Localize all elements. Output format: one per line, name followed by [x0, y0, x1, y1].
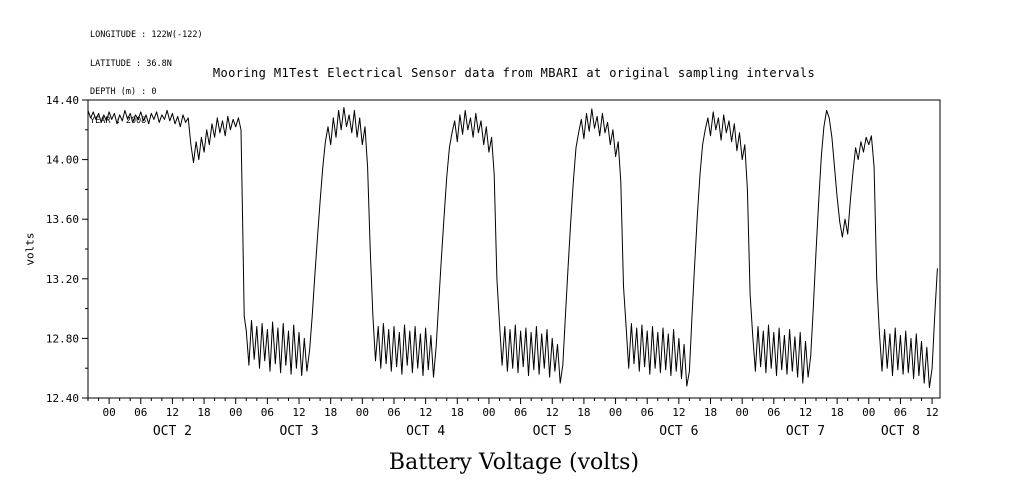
x-tick-label: 06 — [514, 406, 527, 419]
x-tick-label: 12 — [166, 406, 179, 419]
x-tick-label: 06 — [894, 406, 907, 419]
y-tick-label: 14.00 — [46, 154, 79, 167]
x-day-label: OCT 8 — [881, 424, 920, 439]
x-axis-title: Battery Voltage (volts) — [388, 450, 640, 475]
voltage-series-line — [87, 107, 938, 389]
metadata-depth: DEPTH (m) : 0 — [90, 87, 157, 97]
chart-title: Mooring M1Test Electrical Sensor data fr… — [212, 66, 816, 80]
x-tick-label: 06 — [387, 406, 400, 419]
x-tick-label: 18 — [197, 406, 210, 419]
x-day-label: OCT 2 — [153, 424, 192, 439]
x-tick-label: 00 — [482, 406, 495, 419]
y-tick-label: 14.40 — [46, 94, 79, 107]
x-tick-label: 00 — [609, 406, 622, 419]
x-tick-label: 06 — [261, 406, 274, 419]
x-tick-label: 18 — [324, 406, 337, 419]
x-day-label: OCT 3 — [279, 424, 318, 439]
x-tick-label: 18 — [577, 406, 590, 419]
x-tick-label: 12 — [419, 406, 432, 419]
metadata-latitude: LATITUDE : 36.8N — [90, 58, 172, 69]
x-tick-label: 12 — [799, 406, 812, 419]
x-day-label: OCT 7 — [786, 424, 825, 439]
x-tick-label: 00 — [102, 406, 115, 419]
x-tick-label: 00 — [229, 406, 242, 419]
x-tick-label: 06 — [134, 406, 147, 419]
x-tick-label: 00 — [736, 406, 749, 419]
x-tick-label: 18 — [831, 406, 844, 419]
x-day-label: OCT 4 — [406, 424, 445, 439]
y-tick-label: 12.80 — [46, 332, 79, 345]
x-tick-label: 18 — [451, 406, 464, 419]
metadata-longitude: LONGITUDE : 122W(-122) — [90, 30, 203, 40]
x-tick-label: 12 — [672, 406, 685, 419]
x-tick-label: 00 — [862, 406, 875, 419]
x-tick-label: 12 — [546, 406, 559, 419]
x-tick-label: 06 — [767, 406, 780, 419]
y-tick-label: 13.20 — [46, 273, 79, 286]
y-tick-label: 13.60 — [46, 213, 79, 226]
x-tick-label: 06 — [641, 406, 654, 419]
x-tick-label: 12 — [925, 406, 938, 419]
x-tick-label: 00 — [356, 406, 369, 419]
x-tick-label: 12 — [292, 406, 305, 419]
x-day-label: OCT 5 — [533, 424, 572, 439]
y-tick-label: 12.40 — [46, 392, 79, 405]
x-tick-label: 18 — [704, 406, 717, 419]
x-day-label: OCT 6 — [659, 424, 698, 439]
